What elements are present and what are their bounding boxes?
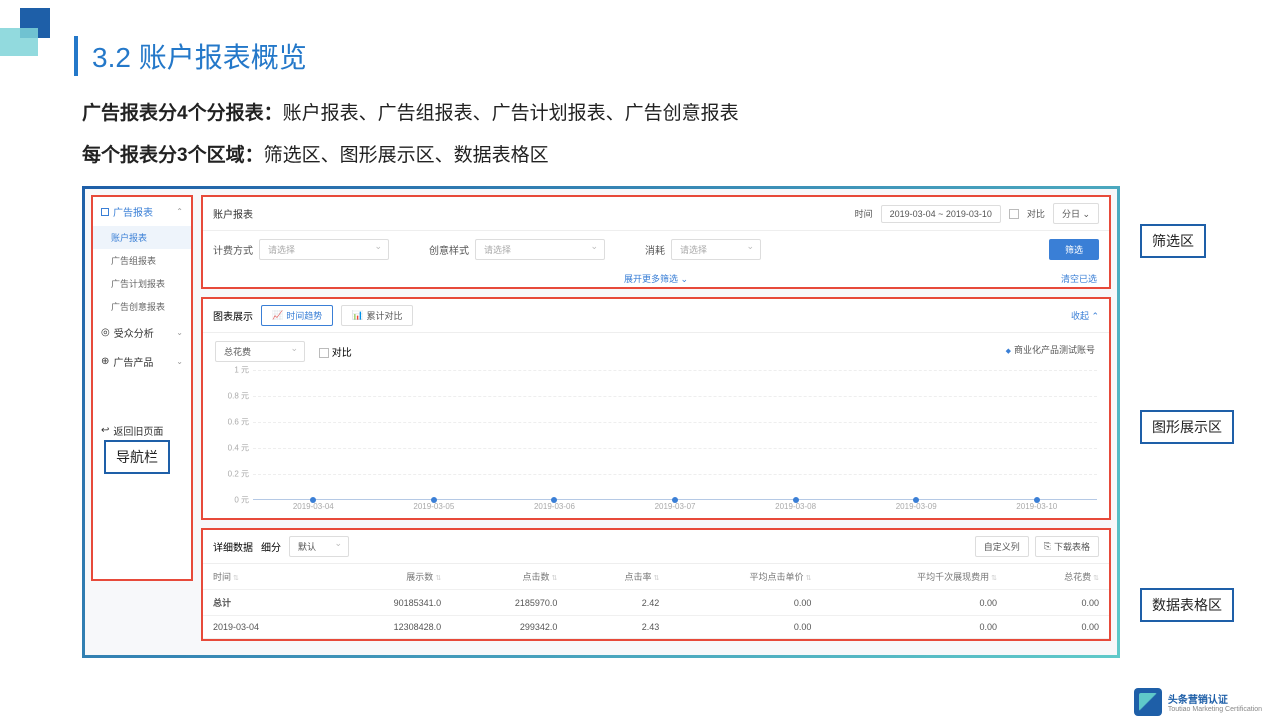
chart-panel: 图表展示 📈时间趋势 📊累计对比 收起 ⌃ 总花费 对比 商业化产品测试账号 1… bbox=[201, 297, 1111, 520]
description-line-1: 广告报表分4个分报表：账户报表、广告组报表、广告计划报表、广告创意报表 bbox=[82, 98, 739, 125]
custom-columns-button[interactable]: 自定义列 bbox=[975, 536, 1029, 557]
y-tick: 0.2 元 bbox=[228, 469, 249, 480]
line-chart: 1 元 0.8 元 0.6 元 0.4 元 0.2 元 0 元 bbox=[203, 370, 1109, 518]
download-button[interactable]: ⎘下载表格 bbox=[1035, 536, 1099, 557]
logo-text-cn: 头条营销认证 bbox=[1168, 691, 1262, 706]
byday-select[interactable]: 分日 ⌄ bbox=[1053, 203, 1099, 224]
col-cpm[interactable]: 平均千次展现费用⇅ bbox=[821, 564, 1007, 590]
panel-title: 账户报表 bbox=[213, 206, 253, 221]
y-tick: 0.8 元 bbox=[228, 391, 249, 402]
slide-title: 3.2 账户报表概览 bbox=[74, 36, 307, 76]
col-time[interactable]: 时间⇅ bbox=[203, 564, 326, 590]
description-line-2: 每个报表分3个区域：筛选区、图形展示区、数据表格区 bbox=[82, 140, 549, 167]
time-label: 时间 bbox=[855, 207, 873, 220]
x-label: 2019-03-10 bbox=[976, 502, 1097, 518]
col-cpc[interactable]: 平均点击单价⇅ bbox=[669, 564, 821, 590]
x-label: 2019-03-06 bbox=[494, 502, 615, 518]
download-icon: ⎘ bbox=[1044, 541, 1051, 552]
chevron-up-icon: ⌃ bbox=[176, 207, 183, 216]
billing-select[interactable]: 请选择 bbox=[259, 239, 389, 260]
collapse-link[interactable]: 收起 ⌃ bbox=[1071, 309, 1099, 322]
logo-text-en: Toutiao Marketing Certification bbox=[1168, 706, 1262, 713]
tab-time-trend[interactable]: 📈时间趋势 bbox=[261, 305, 333, 326]
col-spend[interactable]: 总花费⇅ bbox=[1007, 564, 1109, 590]
col-clicks[interactable]: 点击数⇅ bbox=[451, 564, 567, 590]
y-tick: 0.6 元 bbox=[228, 417, 249, 428]
col-ctr[interactable]: 点击率⇅ bbox=[567, 564, 669, 590]
sidebar-item-adgroup[interactable]: 广告组报表 bbox=[93, 249, 191, 272]
group-label: 细分 bbox=[261, 539, 281, 554]
chart-title: 图表展示 bbox=[213, 308, 253, 323]
chart-compare-label: 对比 bbox=[332, 348, 352, 359]
y-tick: 1 元 bbox=[234, 365, 249, 376]
creative-select[interactable]: 请选择 bbox=[475, 239, 605, 260]
metric-select[interactable]: 总花费 bbox=[215, 341, 305, 362]
corner-decoration bbox=[0, 0, 50, 55]
group-select[interactable]: 默认 bbox=[289, 536, 349, 557]
y-tick: 0 元 bbox=[234, 495, 249, 506]
screenshot-frame: 广告报表⌃ 账户报表 广告组报表 广告计划报表 广告创意报表 ◎ 受众分析⌄ ⊕… bbox=[82, 186, 1120, 658]
compare-label: 对比 bbox=[1027, 207, 1045, 220]
x-label: 2019-03-09 bbox=[856, 502, 977, 518]
expand-filters-link[interactable]: 展开更多筛选 ⌄ bbox=[624, 274, 688, 284]
callout-nav: 导航栏 bbox=[104, 440, 170, 474]
x-label: 2019-03-07 bbox=[615, 502, 736, 518]
tab-cumulative[interactable]: 📊累计对比 bbox=[341, 305, 413, 326]
table-panel: 详细数据 细分 默认 自定义列 ⎘下载表格 时间⇅ 展示数⇅ 点击数⇅ 点击率⇅… bbox=[201, 528, 1111, 641]
chevron-down-icon: ⌄ bbox=[176, 328, 183, 337]
sidebar-section-product[interactable]: ⊕ 广告产品⌄ bbox=[93, 347, 191, 376]
x-label: 2019-03-08 bbox=[735, 502, 856, 518]
sidebar-section-audience[interactable]: ◎ 受众分析⌄ bbox=[93, 318, 191, 347]
x-label: 2019-03-05 bbox=[374, 502, 495, 518]
callout-chart: 图形展示区 bbox=[1140, 410, 1234, 444]
filter-submit-button[interactable]: 筛选 bbox=[1049, 239, 1099, 260]
table-row: 2019-03-0412308428.0 299342.02.43 0.000.… bbox=[203, 616, 1109, 639]
spend-select[interactable]: 请选择 bbox=[671, 239, 761, 260]
field-label-billing: 计费方式 bbox=[213, 242, 253, 257]
logo-icon bbox=[1134, 688, 1162, 716]
target-icon: ◎ bbox=[101, 327, 110, 338]
col-impressions[interactable]: 展示数⇅ bbox=[326, 564, 452, 590]
y-tick: 0.4 元 bbox=[228, 443, 249, 454]
chart-compare-checkbox[interactable] bbox=[319, 348, 329, 358]
x-label: 2019-03-04 bbox=[253, 502, 374, 518]
sidebar-item-creative[interactable]: 广告创意报表 bbox=[93, 295, 191, 318]
compare-checkbox[interactable] bbox=[1009, 209, 1019, 219]
filter-panel: 账户报表 时间 2019-03-04 ~ 2019-03-10 对比 分日 ⌄ … bbox=[201, 195, 1111, 289]
callout-table: 数据表格区 bbox=[1140, 588, 1234, 622]
field-label-creative: 创意样式 bbox=[429, 242, 469, 257]
chevron-down-icon: ⌄ bbox=[176, 357, 183, 366]
sidebar-section-reports[interactable]: 广告报表⌃ bbox=[93, 197, 191, 226]
callout-filter: 筛选区 bbox=[1140, 224, 1206, 258]
globe-icon: ⊕ bbox=[101, 356, 109, 367]
bar-icon: 📊 bbox=[352, 310, 363, 321]
data-table: 时间⇅ 展示数⇅ 点击数⇅ 点击率⇅ 平均点击单价⇅ 平均千次展现费用⇅ 总花费… bbox=[203, 564, 1109, 639]
square-icon bbox=[101, 208, 109, 216]
chart-legend: 商业化产品测试账号 bbox=[1006, 343, 1095, 356]
sidebar-nav: 广告报表⌃ 账户报表 广告组报表 广告计划报表 广告创意报表 ◎ 受众分析⌄ ⊕… bbox=[91, 195, 193, 581]
back-icon: ↩ bbox=[101, 425, 109, 436]
clear-filters-link[interactable]: 清空已选 bbox=[1061, 272, 1097, 285]
trend-icon: 📈 bbox=[272, 310, 283, 321]
footer-logo: 头条营销认证 Toutiao Marketing Certification bbox=[1134, 688, 1262, 716]
table-title: 详细数据 bbox=[213, 539, 253, 554]
sidebar-item-account[interactable]: 账户报表 bbox=[93, 226, 191, 249]
date-range-picker[interactable]: 2019-03-04 ~ 2019-03-10 bbox=[881, 205, 1001, 223]
table-row-total: 总计90185341.0 2185970.02.42 0.000.000.00 bbox=[203, 590, 1109, 616]
sidebar-item-plan[interactable]: 广告计划报表 bbox=[93, 272, 191, 295]
field-label-spend: 消耗 bbox=[645, 242, 665, 257]
